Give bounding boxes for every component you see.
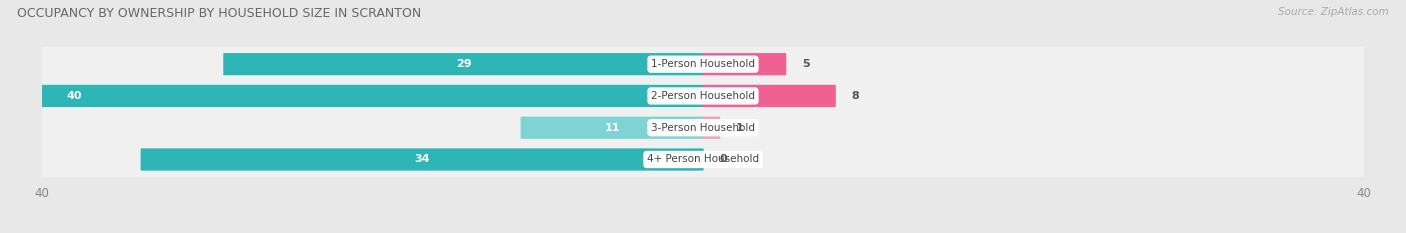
FancyBboxPatch shape: [224, 53, 703, 75]
Text: 4+ Person Household: 4+ Person Household: [647, 154, 759, 164]
Text: 40: 40: [67, 91, 83, 101]
FancyBboxPatch shape: [41, 142, 1365, 177]
Text: 2-Person Household: 2-Person Household: [651, 91, 755, 101]
FancyBboxPatch shape: [703, 85, 835, 107]
FancyBboxPatch shape: [520, 116, 703, 139]
FancyBboxPatch shape: [42, 85, 703, 107]
FancyBboxPatch shape: [41, 47, 1365, 82]
FancyBboxPatch shape: [41, 110, 1365, 145]
Text: 29: 29: [456, 59, 471, 69]
FancyBboxPatch shape: [41, 79, 1365, 113]
Text: 1-Person Household: 1-Person Household: [651, 59, 755, 69]
Text: 5: 5: [801, 59, 810, 69]
FancyBboxPatch shape: [141, 148, 703, 171]
Text: 11: 11: [605, 123, 620, 133]
Text: 1: 1: [737, 123, 744, 133]
FancyBboxPatch shape: [703, 116, 720, 139]
Text: 0: 0: [720, 154, 727, 164]
FancyBboxPatch shape: [703, 53, 786, 75]
Text: 3-Person Household: 3-Person Household: [651, 123, 755, 133]
Text: 8: 8: [852, 91, 859, 101]
Text: OCCUPANCY BY OWNERSHIP BY HOUSEHOLD SIZE IN SCRANTON: OCCUPANCY BY OWNERSHIP BY HOUSEHOLD SIZE…: [17, 7, 422, 20]
Text: 34: 34: [415, 154, 430, 164]
Text: Source: ZipAtlas.com: Source: ZipAtlas.com: [1278, 7, 1389, 17]
